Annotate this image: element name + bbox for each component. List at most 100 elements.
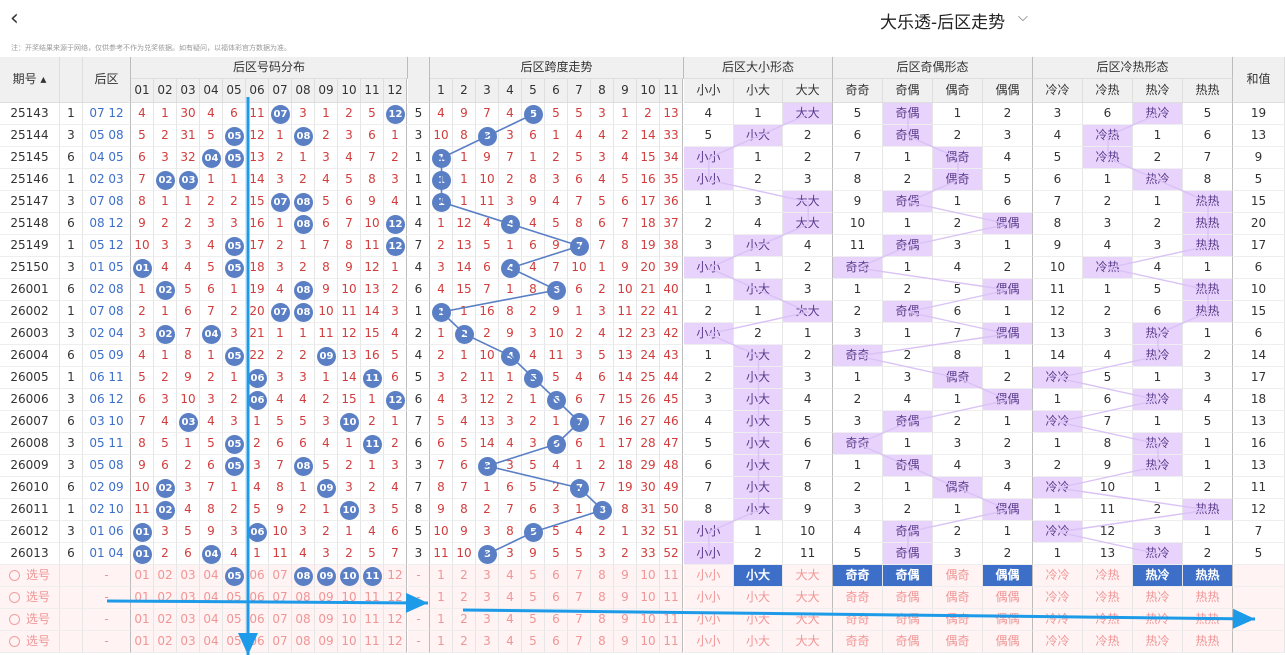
select-dist-cell[interactable]: 04 [200, 565, 223, 587]
select-span-trend-cell[interactable]: 10 [637, 565, 660, 587]
radio-circle-icon[interactable] [8, 636, 20, 647]
select-size-cell[interactable]: 大大 [783, 631, 833, 653]
select-size-cell[interactable]: 大大 [783, 587, 833, 609]
select-heat-cell[interactable]: 热热 [1183, 609, 1233, 631]
select-span-trend-cell[interactable]: 11 [660, 609, 683, 631]
radio-circle-icon[interactable] [8, 570, 20, 581]
select-span-trend-cell[interactable]: 8 [591, 565, 614, 587]
select-dist-cell[interactable]: 12 [384, 609, 407, 631]
select-span-trend-cell[interactable]: 8 [591, 609, 614, 631]
select-size-cell[interactable]: 小大 [733, 631, 784, 653]
select-heat-cell[interactable]: 热热 [1183, 631, 1233, 653]
select-heat-cell[interactable]: 冷热 [1083, 587, 1133, 609]
select-dist-cell[interactable]: 10 [338, 609, 361, 631]
chevron-down-icon[interactable]: ⌵ [1018, 10, 1028, 25]
select-parity-cell[interactable]: 奇奇 [833, 587, 883, 609]
select-span-trend-cell[interactable]: 5 [522, 587, 545, 609]
select-heat-cell[interactable]: 冷热 [1083, 609, 1133, 631]
select-row-label[interactable]: 选号 [0, 565, 60, 587]
select-span-trend-cell[interactable]: 11 [660, 631, 683, 653]
radio-circle-icon[interactable] [8, 614, 20, 625]
select-span-trend-cell[interactable]: 6 [545, 587, 568, 609]
select-span-trend-cell[interactable]: 5 [522, 565, 545, 587]
select-heat-cell[interactable]: 冷热 [1083, 565, 1133, 587]
select-dist-cell[interactable]: 06 [246, 587, 269, 609]
select-dist-cell[interactable]: 09 [315, 587, 338, 609]
header-issue[interactable]: 期号 ▴ [0, 57, 60, 103]
select-size-cell[interactable]: 大大 [783, 609, 833, 631]
select-parity-cell[interactable]: 奇奇 [833, 565, 883, 587]
select-span-trend-cell[interactable]: 8 [591, 587, 614, 609]
select-heat-cell[interactable]: 热冷 [1133, 565, 1183, 587]
select-dist-cell[interactable]: 07 [269, 631, 292, 653]
select-heat-cell[interactable]: 热冷 [1133, 631, 1183, 653]
select-span-trend-cell[interactable]: 5 [522, 631, 545, 653]
select-parity-cell[interactable]: 偶偶 [983, 565, 1033, 587]
select-size-cell[interactable]: 小小 [684, 565, 734, 587]
select-dist-cell[interactable]: 07 [269, 565, 292, 587]
select-heat-cell[interactable]: 热热 [1183, 565, 1233, 587]
select-heat-cell[interactable]: 冷冷 [1033, 565, 1083, 587]
select-span-trend-cell[interactable]: 11 [660, 587, 683, 609]
select-dist-cell[interactable]: 04 [200, 587, 223, 609]
select-parity-cell[interactable]: 偶奇 [933, 565, 983, 587]
select-dist-cell[interactable]: 07 [269, 587, 292, 609]
select-size-cell[interactable]: 小小 [684, 609, 734, 631]
select-span-trend-cell[interactable]: 7 [568, 587, 591, 609]
select-span-trend-cell[interactable]: 4 [499, 565, 522, 587]
select-span-trend-cell[interactable]: 1 [430, 565, 453, 587]
select-dist-cell[interactable]: 01 [131, 565, 154, 587]
select-dist-cell[interactable]: 09 [315, 609, 338, 631]
select-dist-cell[interactable]: 02 [154, 587, 177, 609]
select-span-trend-cell[interactable]: 3 [476, 609, 499, 631]
select-dist-cell[interactable]: 03 [177, 631, 200, 653]
back-arrow-icon[interactable]: ‹ [10, 6, 19, 31]
select-span-trend-cell[interactable]: 2 [453, 587, 476, 609]
select-dist-cell[interactable]: 12 [384, 587, 407, 609]
select-heat-cell[interactable]: 冷冷 [1033, 631, 1083, 653]
select-span-trend-cell[interactable]: 6 [545, 609, 568, 631]
select-dist-cell[interactable]: 01 [131, 609, 154, 631]
select-dist-cell[interactable]: 08 [292, 587, 315, 609]
select-parity-cell[interactable]: 奇奇 [833, 631, 883, 653]
select-span-trend-cell[interactable]: 10 [637, 631, 660, 653]
select-parity-cell[interactable]: 偶偶 [983, 587, 1033, 609]
select-span-trend-cell[interactable]: 6 [545, 631, 568, 653]
select-parity-cell[interactable]: 奇偶 [883, 631, 933, 653]
select-span-trend-cell[interactable]: 2 [453, 631, 476, 653]
select-span-trend-cell[interactable]: 6 [545, 565, 568, 587]
select-parity-cell[interactable]: 奇偶 [883, 609, 933, 631]
select-span-trend-cell[interactable]: 2 [453, 565, 476, 587]
select-dist-cell[interactable]: 02 [154, 609, 177, 631]
select-heat-cell[interactable]: 冷冷 [1033, 609, 1083, 631]
select-parity-cell[interactable]: 奇偶 [883, 565, 933, 587]
select-row-label[interactable]: 选号 [0, 587, 60, 609]
select-span-trend-cell[interactable]: 9 [614, 587, 637, 609]
select-size-cell[interactable]: 小小 [684, 631, 734, 653]
select-span-trend-cell[interactable]: 1 [430, 609, 453, 631]
select-span-trend-cell[interactable]: 9 [614, 565, 637, 587]
page-title[interactable]: 大乐透-后区走势 [880, 13, 1006, 33]
select-dist-cell[interactable]: 09 [315, 631, 338, 653]
select-dist-cell[interactable]: 08 [292, 631, 315, 653]
select-dist-cell[interactable]: 10 [338, 587, 361, 609]
select-parity-cell[interactable]: 奇偶 [883, 587, 933, 609]
select-size-cell[interactable]: 小大 [733, 565, 784, 587]
select-parity-cell[interactable]: 偶奇 [933, 609, 983, 631]
select-dist-cell[interactable]: 11 [361, 587, 384, 609]
select-dist-cell[interactable]: 03 [177, 587, 200, 609]
select-dist-cell[interactable]: 03 [177, 565, 200, 587]
select-dist-cell[interactable]: 12 [384, 631, 407, 653]
select-size-cell[interactable]: 小小 [684, 587, 734, 609]
select-dist-cell[interactable]: 02 [154, 565, 177, 587]
radio-circle-icon[interactable] [8, 592, 20, 603]
select-dist-cell[interactable]: 04 [200, 631, 223, 653]
select-heat-cell[interactable]: 热热 [1183, 587, 1233, 609]
select-span-trend-cell[interactable]: 9 [614, 631, 637, 653]
select-dist-cell[interactable]: 03 [177, 609, 200, 631]
select-span-trend-cell[interactable]: 5 [522, 609, 545, 631]
select-span-trend-cell[interactable]: 1 [430, 587, 453, 609]
select-heat-cell[interactable]: 冷冷 [1033, 587, 1083, 609]
select-span-trend-cell[interactable]: 7 [568, 631, 591, 653]
select-span-trend-cell[interactable]: 8 [591, 631, 614, 653]
